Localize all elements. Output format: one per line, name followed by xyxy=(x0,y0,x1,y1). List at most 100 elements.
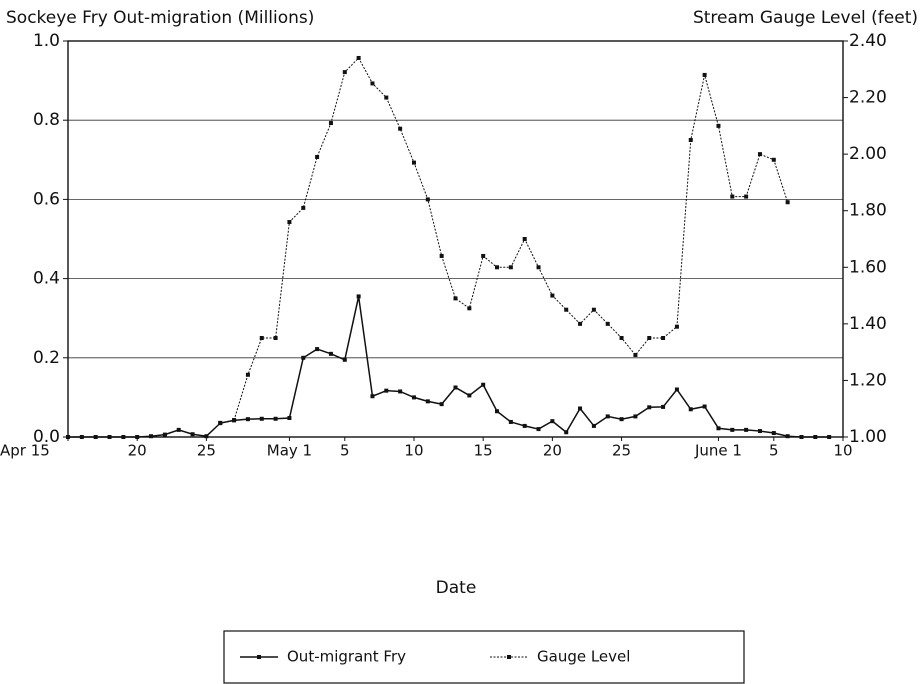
data-point xyxy=(688,407,693,412)
data-point xyxy=(384,388,389,393)
data-point xyxy=(259,416,264,421)
y2-tick-label: 1.60 xyxy=(849,257,887,277)
data-point xyxy=(176,427,181,432)
data-point xyxy=(467,306,472,311)
data-point xyxy=(591,423,596,428)
data-point xyxy=(398,389,403,394)
data-point xyxy=(605,414,610,419)
data-point xyxy=(647,405,652,410)
x-tick-label: May 1 xyxy=(267,442,312,460)
x-tick-label: 10 xyxy=(404,442,423,460)
y2-tick-label: 1.80 xyxy=(849,201,887,221)
data-point xyxy=(342,357,347,362)
data-point xyxy=(411,160,416,165)
data-point xyxy=(716,426,721,431)
x-tick-label: 20 xyxy=(128,442,147,460)
data-point xyxy=(688,138,693,142)
data-point xyxy=(356,55,361,60)
series-line xyxy=(220,57,789,424)
data-point xyxy=(93,435,98,439)
x-tick-label: 5 xyxy=(340,442,350,460)
data-point xyxy=(522,237,527,241)
data-point xyxy=(619,336,624,340)
data-point xyxy=(744,427,749,432)
data-point xyxy=(301,355,306,360)
data-point xyxy=(328,351,333,356)
y-tick-label: 0.2 xyxy=(33,348,60,368)
data-point xyxy=(674,387,679,392)
y2-tick-label: 1.40 xyxy=(849,314,887,334)
data-point xyxy=(273,416,278,421)
data-point xyxy=(162,432,167,437)
data-point xyxy=(301,205,306,210)
y-tick-label: 0.4 xyxy=(33,269,60,289)
data-point xyxy=(508,419,513,424)
data-point xyxy=(757,152,762,157)
data-point xyxy=(121,435,126,439)
x-tick-label: 25 xyxy=(612,442,631,460)
data-point xyxy=(453,385,458,390)
x-tick-label: 20 xyxy=(543,442,562,460)
y-tick-label: 0.6 xyxy=(33,189,60,209)
y-tick-label: 1.0 xyxy=(33,31,60,51)
data-point xyxy=(495,409,500,414)
data-point xyxy=(522,423,527,428)
data-point xyxy=(730,427,735,432)
data-point xyxy=(633,352,638,357)
data-point xyxy=(328,121,333,126)
data-point xyxy=(536,265,541,270)
y-tick-label: 0.0 xyxy=(33,427,60,447)
data-point xyxy=(425,197,430,202)
data-point xyxy=(619,417,624,422)
data-point xyxy=(439,253,444,258)
data-point xyxy=(578,406,583,411)
x-tick-label: 25 xyxy=(197,442,216,460)
data-point xyxy=(550,293,555,298)
data-point xyxy=(757,429,762,434)
data-point xyxy=(578,321,583,326)
x-tick-label: June 1 xyxy=(694,442,742,460)
x-axis-title: Date xyxy=(436,578,477,598)
data-point xyxy=(411,395,416,400)
data-point xyxy=(107,435,112,439)
data-point xyxy=(79,435,84,439)
data-point xyxy=(425,399,430,404)
data-point xyxy=(785,200,790,205)
y2-tick-label: 2.40 xyxy=(849,31,887,51)
y-tick-label: 0.8 xyxy=(33,110,60,130)
data-point xyxy=(398,126,403,131)
data-point xyxy=(315,347,320,352)
data-point xyxy=(232,418,237,423)
data-point xyxy=(315,154,320,159)
data-point xyxy=(149,434,154,439)
data-point xyxy=(564,430,569,435)
data-point xyxy=(730,194,735,199)
data-point xyxy=(66,435,70,439)
data-point xyxy=(550,419,555,424)
data-point xyxy=(744,194,749,199)
data-point xyxy=(605,321,610,326)
data-point xyxy=(245,417,250,422)
legend-marker xyxy=(257,655,261,659)
data-point xyxy=(287,220,292,225)
plot-frame xyxy=(67,40,844,438)
data-point xyxy=(771,431,776,436)
data-point xyxy=(564,307,569,312)
y2-tick-label: 2.20 xyxy=(849,88,887,108)
data-point xyxy=(785,434,790,439)
data-point xyxy=(204,434,209,439)
data-point xyxy=(481,382,486,387)
data-point xyxy=(467,393,472,398)
data-point xyxy=(273,336,278,340)
y2-tick-label: 1.20 xyxy=(849,370,887,390)
legend-label: Gauge Level xyxy=(537,648,630,666)
x-tick-label: 5 xyxy=(769,442,779,460)
data-point xyxy=(287,415,292,420)
x-tick-label: 10 xyxy=(833,442,852,460)
data-point xyxy=(591,307,596,312)
x-tick-label: 15 xyxy=(474,442,493,460)
data-point xyxy=(799,435,804,439)
data-point xyxy=(245,372,250,377)
y2-tick-label: 1.00 xyxy=(849,427,887,447)
data-point xyxy=(716,123,721,128)
